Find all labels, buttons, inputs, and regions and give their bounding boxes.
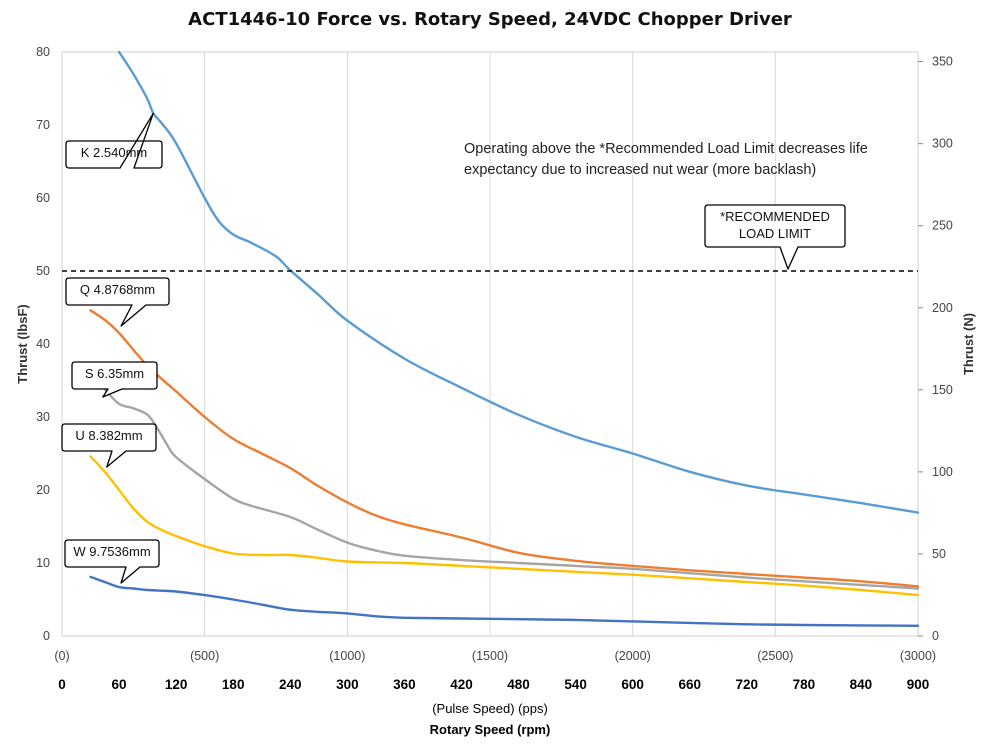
y-left-tick-label: 80: [36, 45, 50, 59]
callout-label: LOAD LIMIT: [739, 226, 811, 241]
x-rpm-tick-label: 120: [165, 677, 188, 692]
y-left-tick-label: 10: [36, 556, 50, 570]
plot-area-border: [61, 51, 919, 637]
x-pps-tick-label: (1000): [329, 649, 365, 663]
chart-title: ACT1446-10 Force vs. Rotary Speed, 24VDC…: [188, 9, 792, 30]
x-rpm-tick-label: 420: [450, 677, 473, 692]
callout-w: W 9.7536mm: [64, 539, 160, 584]
y-left-tick-label: 60: [36, 191, 50, 205]
callout-label: K 2.540mm: [81, 145, 147, 160]
y-right-tick-label: 100: [932, 465, 953, 479]
grid-lines: [61, 52, 919, 636]
series-line-q: [89, 309, 920, 588]
y-right-tick-label: 150: [932, 383, 953, 397]
x-rpm-tick-label: 0: [58, 677, 66, 692]
series-lines: [89, 50, 920, 627]
callout-label: S 6.35mm: [85, 366, 144, 381]
callout-k: K 2.540mm: [65, 112, 163, 169]
x-pps-tick-label: (2500): [757, 649, 793, 663]
x-rpm-tick-label: 600: [621, 677, 644, 692]
x-rpm-tick-label: 60: [112, 677, 127, 692]
series-line-w: [89, 575, 920, 627]
callout-box: [61, 423, 157, 468]
note-line-1: Operating above the *Recommended Load Li…: [464, 141, 868, 157]
x-rpm-tick-label: 480: [507, 677, 530, 692]
x-pps-axis-label: (Pulse Speed) (pps): [432, 701, 548, 716]
callout-label: Q 4.8768mm: [80, 282, 155, 297]
x-rpm-tick-label: 360: [393, 677, 416, 692]
y-left-tick-label: 50: [36, 264, 50, 278]
y-right-tick-label: 0: [932, 629, 939, 643]
callout-label: U 8.382mm: [75, 428, 142, 443]
x-pps-tick-label: (2000): [615, 649, 651, 663]
note-line-2: expectancy due to increased nut wear (mo…: [464, 162, 816, 178]
callout-box: [65, 277, 170, 327]
y-right-tick-label: 250: [932, 219, 953, 233]
x-rpm-tick-label: 780: [793, 677, 816, 692]
y-right-tick-label: 200: [932, 301, 953, 315]
x-rpm-tick-label: 180: [222, 677, 245, 692]
x-rpm-tick-label: 660: [678, 677, 701, 692]
x-rpm-axis-label: Rotary Speed (rpm): [430, 722, 551, 737]
x-rpm-tick-label: 900: [907, 677, 930, 692]
x-pps-tick-label: (0): [54, 649, 69, 663]
y-right-tick-label: 300: [932, 137, 953, 151]
callout-box: [64, 539, 160, 584]
series-line-u: [89, 455, 920, 597]
callout-label: *RECOMMENDED: [720, 209, 830, 224]
series-line-s: [103, 388, 920, 590]
callout-box: [65, 112, 163, 169]
x-rpm-tick-label: 240: [279, 677, 302, 692]
y-left-axis-label: Thrust (lbsF): [15, 304, 30, 383]
callout-u: U 8.382mm: [61, 423, 157, 468]
callout-label: W 9.7536mm: [73, 544, 150, 559]
x-pps-tick-label: (500): [190, 649, 219, 663]
callout-q: Q 4.8768mm: [65, 277, 170, 327]
limit-callout: *RECOMMENDED LOAD LIMIT: [704, 204, 846, 270]
axis-ticks: 0 10 20 30 40 50 60 70 80 0 50 100 150 200 250 300 350 (0…: [36, 45, 953, 692]
callout-box: [704, 204, 846, 270]
y-right-tick-label: 50: [932, 547, 946, 561]
y-left-tick-label: 70: [36, 118, 50, 132]
series-line-k: [117, 50, 920, 514]
y-left-tick-label: 30: [36, 410, 50, 424]
y-left-tick-label: 40: [36, 337, 50, 351]
series-callouts: K 2.540mm Q 4.8768mm S 6.35mm U 8.382mm W 9.…: [61, 112, 170, 584]
x-pps-tick-label: (1500): [472, 649, 508, 663]
callout-limit: *RECOMMENDED LOAD LIMIT: [704, 204, 846, 270]
y-right-tick-label: 350: [932, 55, 953, 69]
y-left-tick-label: 0: [43, 629, 50, 643]
y-right-axis-label: Thrust (N): [961, 313, 976, 375]
x-rpm-tick-label: 840: [850, 677, 873, 692]
callout-s: S 6.35mm: [71, 361, 158, 398]
y-left-tick-label: 20: [36, 483, 50, 497]
x-pps-tick-label: (3000): [900, 649, 936, 663]
x-rpm-tick-label: 300: [336, 677, 359, 692]
x-rpm-tick-label: 720: [736, 677, 759, 692]
callout-box: [71, 361, 158, 398]
x-rpm-tick-label: 540: [564, 677, 587, 692]
